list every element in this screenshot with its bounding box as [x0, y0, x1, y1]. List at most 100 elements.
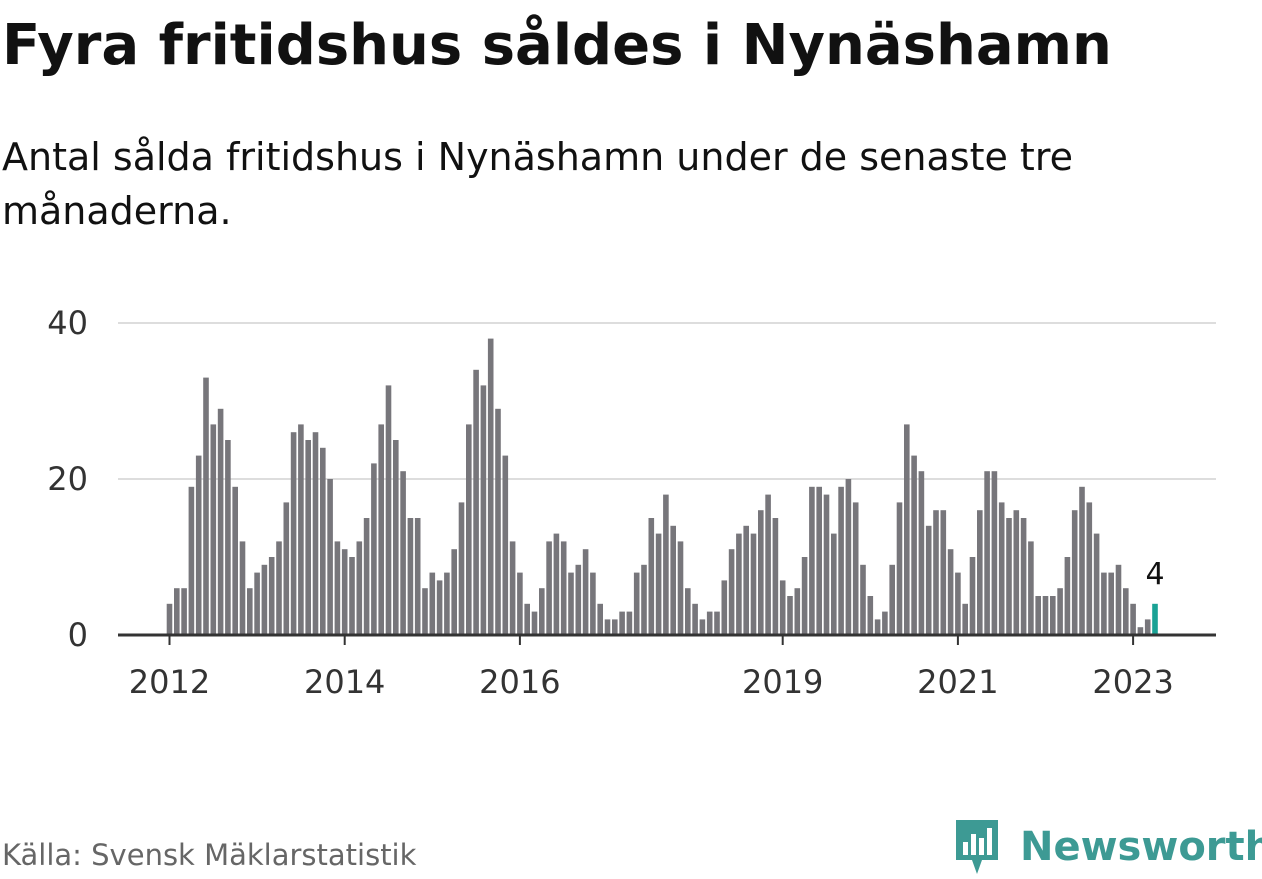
y-tick-label: 0	[68, 616, 88, 654]
bar	[1137, 627, 1144, 635]
bar	[480, 385, 487, 635]
bar	[239, 541, 246, 635]
bar	[1086, 502, 1093, 635]
bar	[487, 338, 494, 635]
bar	[1006, 518, 1012, 635]
bar	[889, 564, 895, 635]
bar	[385, 385, 392, 635]
bar	[721, 580, 728, 635]
bar	[210, 424, 217, 635]
x-tick-label: 2016	[479, 663, 560, 701]
bar	[261, 564, 268, 635]
bar	[612, 619, 618, 635]
bar	[524, 603, 530, 635]
bar	[633, 572, 640, 635]
bar	[349, 557, 355, 635]
bar	[553, 533, 560, 635]
bar	[232, 486, 238, 635]
bar-chart-logo-icon	[956, 820, 998, 874]
source-credit: Källa: Svensk Mäklarstatistik	[2, 838, 417, 872]
bar	[203, 377, 209, 635]
bar	[1123, 588, 1129, 635]
bar	[984, 471, 990, 635]
bar	[188, 486, 195, 635]
bar	[809, 486, 815, 635]
bar	[765, 494, 771, 635]
bar	[517, 572, 523, 635]
bar	[626, 611, 633, 635]
bar	[736, 533, 742, 635]
bar	[955, 572, 961, 635]
bar	[181, 588, 187, 635]
x-tick-label: 2021	[917, 663, 998, 701]
bar	[495, 408, 501, 635]
grid-lines	[118, 322, 1216, 480]
y-tick-label: 40	[47, 304, 88, 342]
bar	[1144, 619, 1151, 635]
bar	[816, 486, 822, 635]
bar	[1101, 572, 1107, 635]
bar	[305, 440, 311, 635]
bar	[706, 611, 713, 635]
x-tick-label: 2012	[129, 663, 210, 701]
axes: 0 20 40 2012 2014 2016 2019 2021 2023	[47, 304, 1216, 701]
chart-title: Fyra fritidshus såldes i Nynäshamn	[2, 13, 1112, 78]
bar	[648, 518, 655, 635]
bar	[670, 525, 676, 635]
highlight-value-label: 4	[1145, 557, 1164, 592]
bar	[969, 557, 976, 635]
bar-chart: 4 0 20 40 2012 2014 2016 2019 2021 2023	[47, 304, 1216, 701]
bar	[925, 525, 932, 635]
bar	[429, 572, 436, 635]
bar	[998, 502, 1005, 635]
bar	[1115, 564, 1122, 635]
bar	[195, 455, 202, 635]
bar	[940, 510, 947, 635]
bar	[531, 611, 538, 635]
bar	[1013, 510, 1020, 635]
bar	[801, 557, 808, 635]
bar	[604, 619, 611, 635]
bar	[918, 471, 925, 635]
bar	[1130, 603, 1136, 635]
bar	[341, 549, 348, 635]
bar	[575, 564, 582, 635]
bar	[414, 518, 421, 635]
bar	[1079, 486, 1085, 635]
bar	[1028, 541, 1034, 635]
bar	[1093, 533, 1100, 635]
bar	[1050, 596, 1056, 635]
bar	[268, 557, 275, 635]
bar	[882, 611, 888, 635]
bar	[320, 447, 326, 635]
bar	[407, 518, 414, 635]
bar	[502, 455, 509, 635]
bar	[560, 541, 567, 635]
x-tick-label: 2014	[304, 663, 385, 701]
bar	[692, 603, 698, 635]
bar	[860, 564, 866, 635]
bar	[451, 549, 457, 635]
bar	[174, 588, 180, 635]
bar	[772, 518, 779, 635]
bar	[225, 440, 231, 635]
bar	[794, 588, 801, 635]
bar	[947, 549, 954, 635]
bar	[663, 494, 669, 635]
bar	[371, 463, 377, 635]
bar	[298, 424, 304, 635]
bar	[166, 603, 173, 635]
bar	[619, 611, 625, 635]
bar	[743, 525, 749, 635]
y-tick-label: 20	[47, 460, 88, 498]
bar	[254, 572, 260, 635]
bar	[436, 580, 443, 635]
bar	[933, 510, 939, 635]
bar	[699, 619, 706, 635]
bar	[582, 549, 589, 635]
bar	[546, 541, 552, 635]
bar	[977, 510, 983, 635]
newsworthy-logo: Newsworthy	[952, 816, 1262, 878]
bar	[904, 424, 910, 635]
bar	[473, 369, 479, 635]
